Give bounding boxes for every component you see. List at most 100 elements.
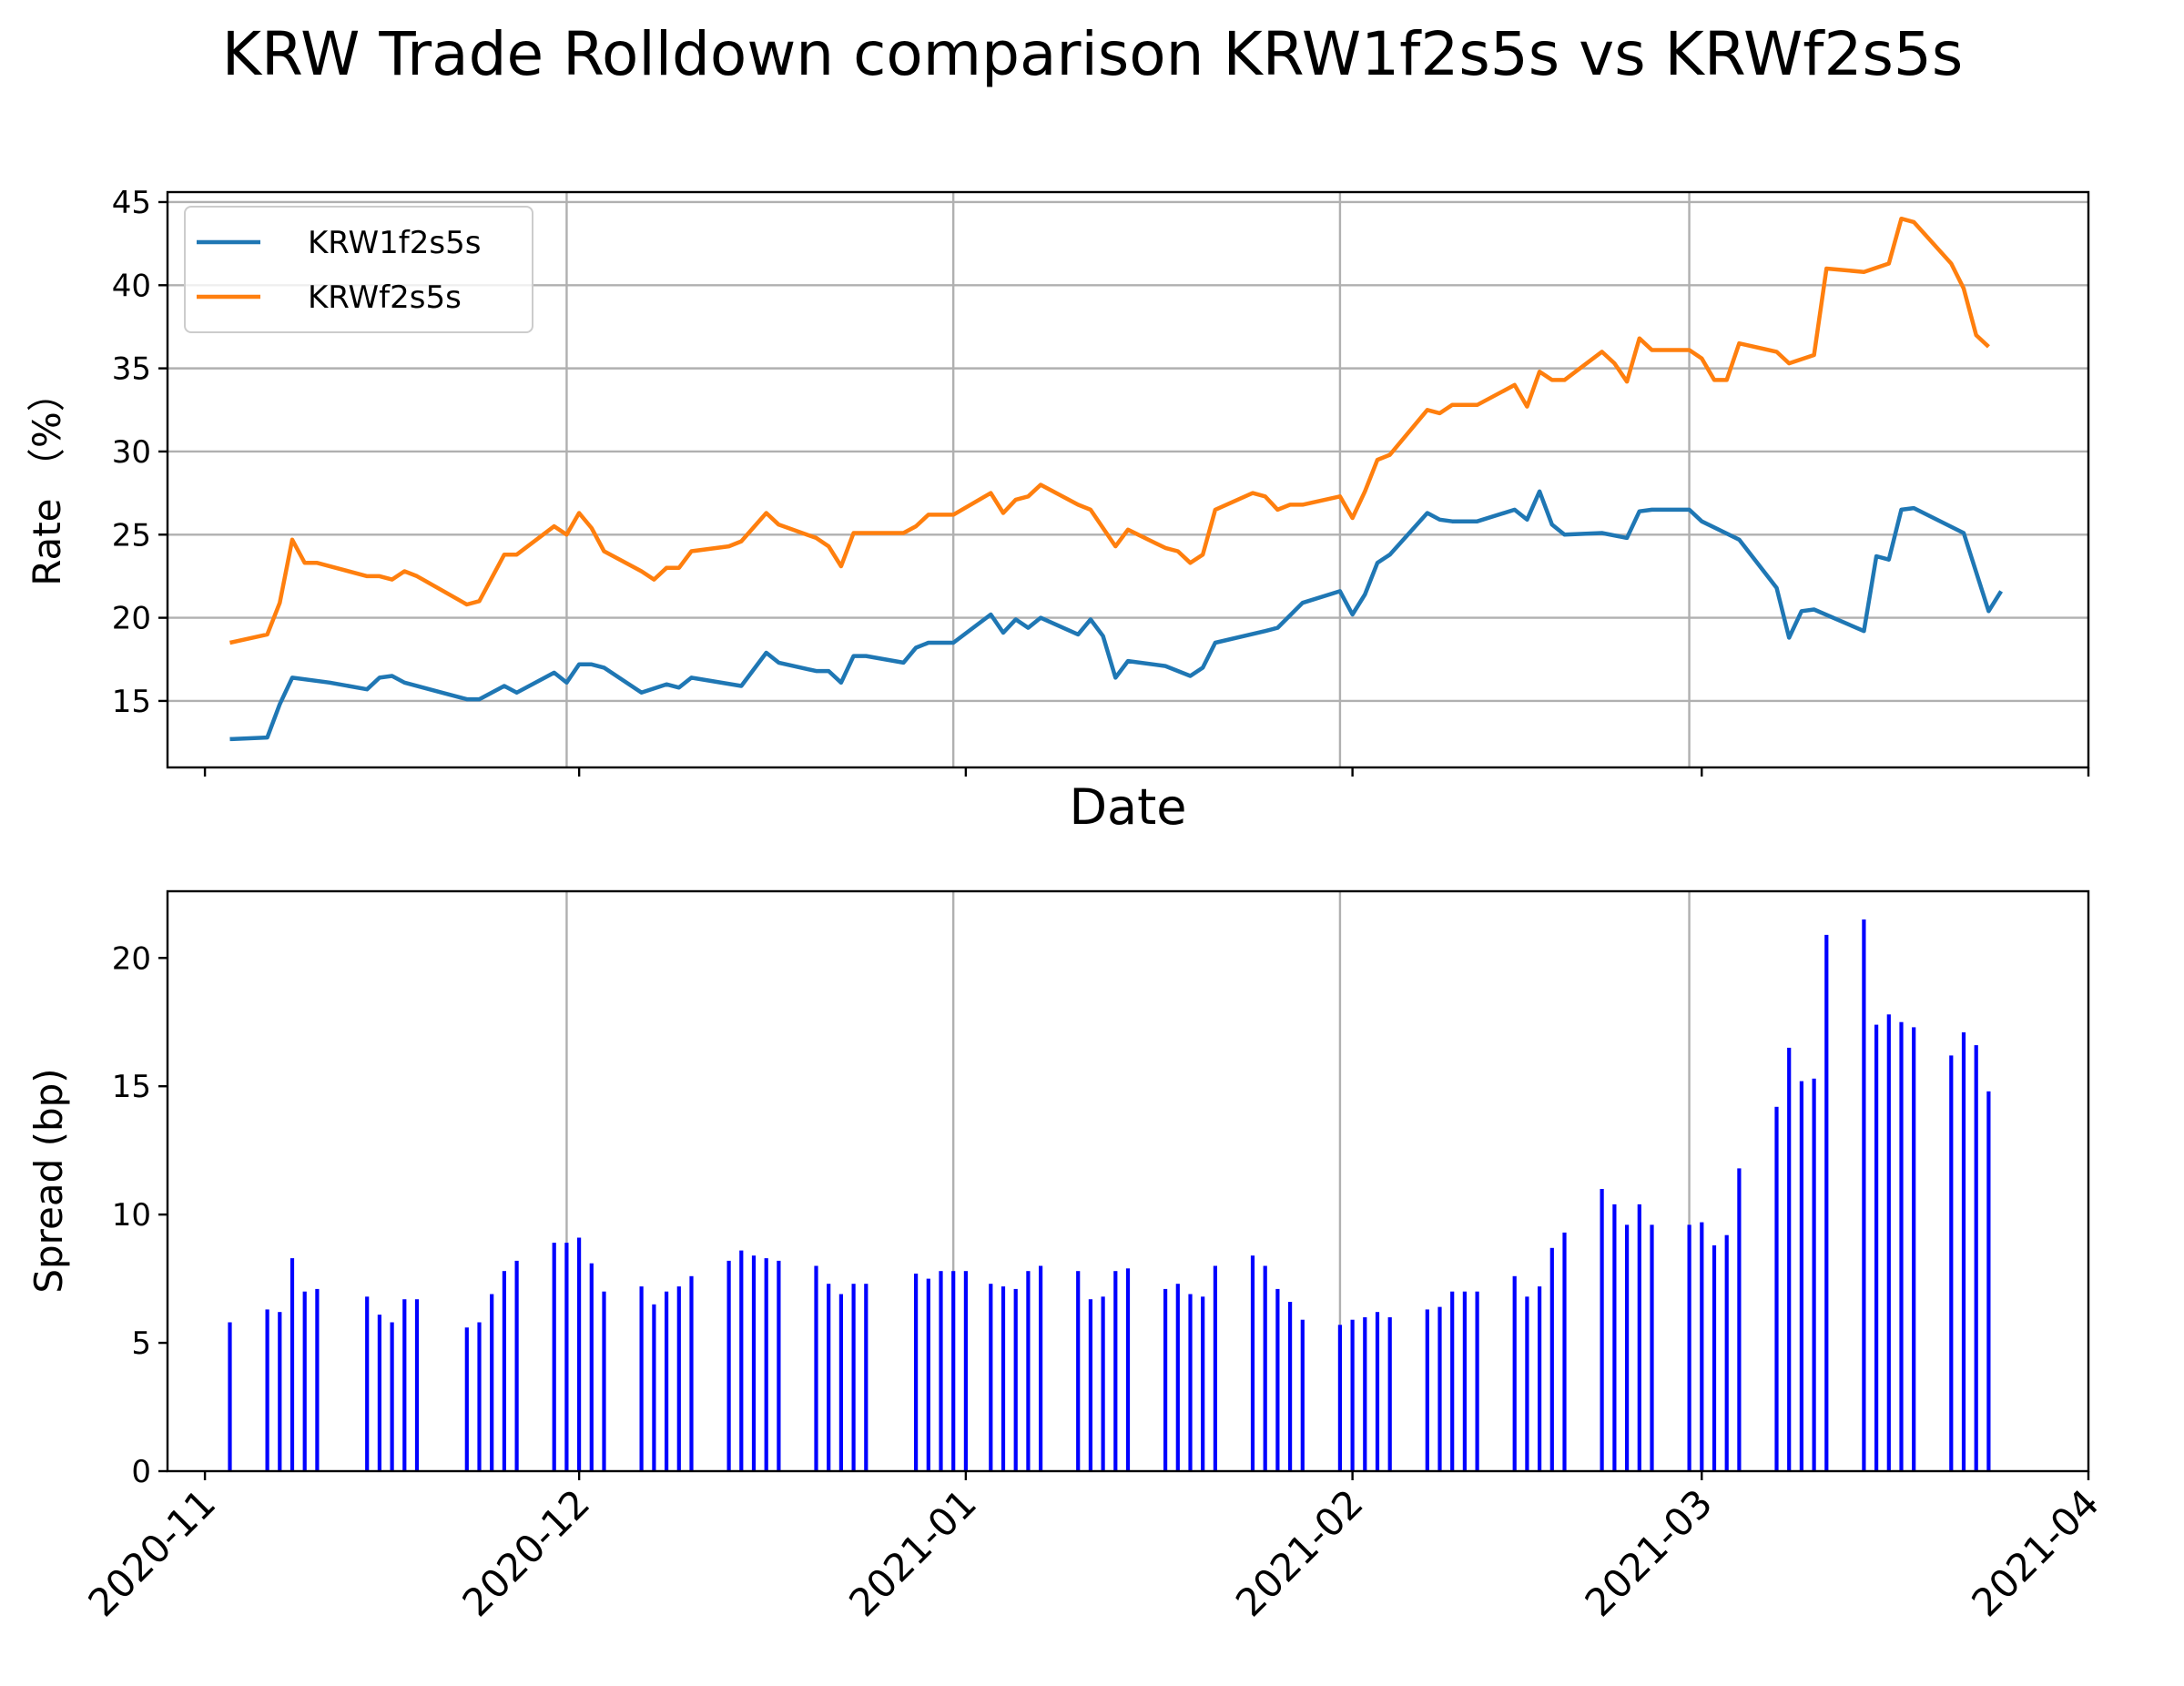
spread-bar — [914, 1274, 919, 1471]
spread-bar — [1213, 1265, 1217, 1471]
spread-bars — [228, 919, 1991, 1471]
spread-bar — [1250, 1255, 1255, 1471]
spread-bar — [1375, 1312, 1380, 1471]
rate-ticks: 15 20 25 30 35 40 45 — [112, 185, 2090, 777]
spread-bar — [1512, 1275, 1517, 1471]
spread-bar — [1201, 1296, 1205, 1471]
spread-bar — [490, 1294, 494, 1471]
spread-bar — [963, 1271, 968, 1471]
spread-bar — [1039, 1265, 1043, 1471]
spread-bar — [1824, 934, 1829, 1471]
legend-label-krw1f2s5s: KRW1f2s5s — [308, 225, 481, 261]
spread-bar — [652, 1304, 656, 1471]
spread-bar — [502, 1271, 506, 1471]
spread-bar — [1737, 1168, 1742, 1471]
spread-bar — [764, 1258, 768, 1471]
spread-bar — [1163, 1288, 1168, 1471]
rate-y-axis-label: Rate （%） — [25, 373, 69, 586]
spread-bar — [639, 1286, 644, 1471]
spread-bar — [1986, 1091, 1991, 1471]
spread-bar — [1687, 1224, 1691, 1471]
legend-label-krwf2s5s: KRWf2s5s — [308, 279, 462, 316]
spread-bar — [414, 1299, 420, 1471]
spread-bar — [838, 1294, 843, 1471]
legend-box — [184, 206, 533, 333]
spread-bar — [1275, 1288, 1280, 1471]
spread-bar — [1886, 1014, 1891, 1471]
spread-bar — [864, 1284, 869, 1471]
spread-bar — [1538, 1286, 1542, 1471]
spread-bar — [1712, 1245, 1717, 1471]
rate-line-chart: 15 20 25 30 35 40 45 Rate （%） Date KRW1f2s5s K… — [25, 185, 2090, 836]
spread-bar — [1724, 1234, 1729, 1471]
spread-bar — [751, 1255, 757, 1471]
spread-bar — [1125, 1268, 1131, 1471]
spread-bar — [1637, 1204, 1641, 1471]
spread-bar — [1387, 1316, 1392, 1471]
spread-bar — [1450, 1291, 1455, 1471]
spread-bar — [1600, 1189, 1604, 1471]
spread-bar — [777, 1260, 781, 1471]
spread-bar — [1961, 1032, 1966, 1471]
spread-bar — [1812, 1078, 1816, 1471]
spread-bar — [1562, 1232, 1567, 1471]
spread-bar — [1350, 1319, 1355, 1471]
spread-bar — [464, 1327, 469, 1471]
spread-bar — [1300, 1319, 1305, 1471]
spread-bar — [1899, 1021, 1904, 1471]
rate-y-tick-label: 15 — [112, 684, 151, 720]
spread-bar — [1425, 1309, 1429, 1471]
spread-bar — [1549, 1247, 1554, 1471]
spread-axes-frame — [166, 889, 2090, 1473]
spread-bar — [1175, 1284, 1180, 1471]
spread-bar — [1874, 1024, 1879, 1471]
spread-bar — [278, 1312, 282, 1471]
spread-bar — [402, 1299, 407, 1471]
spread-bar — [1001, 1286, 1006, 1471]
spread-bar — [1088, 1299, 1092, 1471]
spread-bar — [1363, 1316, 1367, 1471]
rate-y-tick-label: 20 — [112, 601, 151, 637]
spread-bar — [951, 1271, 956, 1471]
spread-bar — [477, 1322, 482, 1471]
spread-y-tick-label: 10 — [112, 1197, 151, 1234]
rate-x-axis-label: Date — [1069, 778, 1186, 836]
spread-bar — [1650, 1224, 1654, 1471]
spread-bar — [315, 1288, 320, 1471]
spread-bar — [1288, 1302, 1293, 1471]
spread-bar — [814, 1265, 818, 1471]
spread-bar — [589, 1263, 594, 1471]
spread-bar — [989, 1284, 993, 1471]
spread-bar — [1076, 1271, 1081, 1471]
rate-y-tick-label: 45 — [112, 185, 151, 221]
spread-bar — [1437, 1306, 1442, 1471]
spread-bar — [926, 1278, 930, 1471]
legend: KRW1f2s5s KRWf2s5s — [184, 206, 533, 333]
spread-bar — [1013, 1288, 1018, 1471]
spread-y-tick-label: 20 — [112, 940, 151, 977]
spread-y-tick-label: 5 — [131, 1325, 151, 1362]
spread-bar — [1113, 1271, 1118, 1471]
spread-bar — [552, 1243, 556, 1471]
spread-bar — [602, 1291, 606, 1471]
spread-bar — [1912, 1027, 1916, 1471]
spread-bar — [1462, 1291, 1467, 1471]
rate-axes-frame — [166, 190, 2090, 769]
rate-y-tick-label: 40 — [112, 268, 151, 304]
spread-bar — [228, 1322, 232, 1471]
spread-bar — [1862, 919, 1866, 1471]
spread-bar — [676, 1286, 681, 1471]
spread-bar — [377, 1315, 381, 1471]
spread-bar — [1475, 1291, 1479, 1471]
spread-bar — [1188, 1294, 1193, 1471]
spread-bar — [365, 1296, 370, 1471]
spread-bar — [1612, 1204, 1617, 1471]
spread-y-tick-label: 15 — [112, 1069, 151, 1105]
spread-bar — [665, 1291, 669, 1471]
spread-bar — [1026, 1271, 1031, 1471]
spread-bar — [689, 1275, 694, 1471]
spread-bar — [1787, 1047, 1792, 1471]
spread-bar — [1799, 1081, 1803, 1471]
spread-bar — [739, 1250, 744, 1471]
